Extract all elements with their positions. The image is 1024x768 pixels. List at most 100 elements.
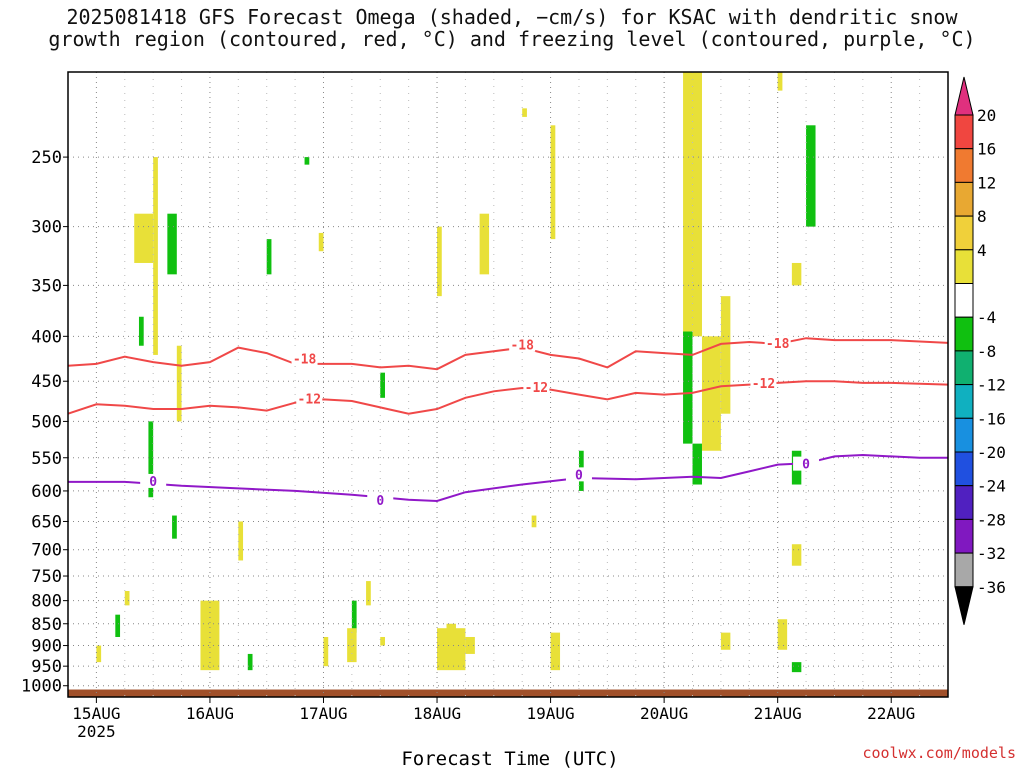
omega-cell [153, 157, 158, 355]
omega-cell [351, 600, 357, 633]
x-tick-label: 17AUG [299, 704, 347, 723]
omega-cell [238, 521, 244, 561]
x-tick-label: 18AUG [413, 704, 461, 723]
grid-lines [68, 72, 948, 697]
x-axis-label: Forecast Time (UTC) [401, 748, 618, 768]
omega-cell [380, 636, 385, 646]
colorbar-label: -4 [977, 308, 996, 327]
contour-label-bg [367, 492, 394, 507]
colorbar-label: 20 [977, 106, 996, 125]
x-tick-label: 15AUG [72, 704, 120, 723]
y-tick-label: 600 [31, 482, 62, 502]
omega-cell [479, 213, 490, 275]
omega-cell [172, 515, 177, 539]
omega-cell [683, 331, 693, 444]
contour-label: 0 [376, 494, 384, 509]
omega-cell [124, 590, 130, 606]
omega-cell [347, 628, 357, 663]
omega-cell [167, 213, 177, 275]
omega-cell [522, 108, 527, 117]
y-tick-label: 400 [31, 327, 62, 347]
omega-cell [138, 316, 144, 346]
contour-label: -18 [293, 352, 317, 367]
x-tick-label: 21AUG [754, 704, 802, 723]
omega-cell [777, 72, 783, 91]
chart-title: 2025081418 GFS Forecast Omega (shaded, −… [48, 5, 976, 51]
omega-cell [531, 515, 537, 528]
colorbar-swatch [954, 518, 974, 554]
omega-cell [437, 628, 466, 671]
colorbar-swatch [954, 114, 974, 150]
colorbar-top-arrow [954, 76, 974, 116]
colorbar-swatch [954, 148, 974, 183]
colorbar-swatch [954, 215, 974, 251]
ground-surface [68, 689, 948, 697]
colorbar-label: -28 [977, 510, 1006, 529]
x-tick-sublabel: 2025 [77, 722, 116, 741]
y-tick-label: 350 [31, 276, 62, 296]
colorbar-swatch [954, 283, 974, 318]
colorbar-swatch [954, 350, 974, 386]
x-tick-label: 22AUG [867, 704, 915, 723]
colorbar-swatch [954, 249, 974, 285]
contour-label: 0 [802, 458, 810, 473]
colorbar-label: -32 [977, 544, 1006, 563]
colorbar-label: -12 [977, 376, 1006, 395]
colorbar-bottom-arrow [954, 586, 974, 625]
omega-cell [806, 125, 816, 227]
credit-link[interactable]: coolwx.com/models [862, 744, 1016, 762]
plot-frame [67, 71, 949, 698]
colorbar-label: 8 [977, 207, 987, 226]
omega-cell [304, 157, 310, 165]
y-tick-label: 500 [31, 412, 62, 432]
omega-cell [366, 581, 371, 606]
y-tick-label: 450 [31, 372, 62, 392]
omega-cell [692, 443, 702, 485]
colorbar-swatch [954, 316, 974, 352]
contour-label: 0 [149, 475, 157, 490]
colorbar-label: -20 [977, 443, 1006, 462]
contour-line [67, 337, 949, 371]
contour-label-bg [565, 467, 592, 482]
colorbar-label: -24 [977, 477, 1006, 496]
y-tick-label: 550 [31, 449, 62, 469]
omega-cell [380, 372, 385, 398]
colorbar-label: -36 [977, 578, 1006, 597]
omega-cell [446, 623, 456, 633]
omega-cell [176, 345, 182, 422]
contour-label-bg [750, 375, 777, 390]
omega-cell [115, 614, 121, 637]
colorbar-label: -8 [977, 342, 996, 361]
contour-label: -18 [510, 339, 534, 354]
colorbar-label: 16 [977, 140, 996, 159]
omega-cell [683, 72, 702, 337]
omega-cell [791, 262, 802, 286]
contour-label-bg [764, 335, 791, 350]
contour-label-bg [793, 456, 820, 471]
y-tick-label: 800 [31, 592, 62, 612]
x-tick-label: 19AUG [526, 704, 574, 723]
omega-cell [791, 544, 802, 566]
colorbar-swatch [954, 384, 974, 419]
colorbar-label: 12 [977, 173, 996, 192]
contour-label: 0 [575, 468, 583, 483]
y-tick-label: 850 [31, 615, 62, 635]
y-tick-label: 950 [31, 657, 62, 677]
colorbar-label: -16 [977, 409, 1006, 428]
colorbar-label: 4 [977, 241, 987, 260]
contour-label-bg [523, 379, 550, 394]
contour-label-bg [509, 337, 536, 352]
contour-label: -12 [298, 392, 321, 407]
omega-cell [96, 645, 102, 663]
colorbar-swatch [954, 451, 974, 487]
y-tick-label: 900 [31, 637, 62, 657]
temperature-contours: -18 -18 -18 -12 -12 -12 0 0 0 0 [67, 335, 949, 509]
y-tick-label: 650 [31, 512, 62, 532]
colorbar-swatch [954, 552, 974, 588]
y-tick-label: 250 [31, 148, 62, 168]
omega-cell [701, 336, 721, 451]
omega-cell [323, 636, 329, 667]
omega-cell [550, 632, 561, 671]
omega-cell [200, 600, 220, 671]
